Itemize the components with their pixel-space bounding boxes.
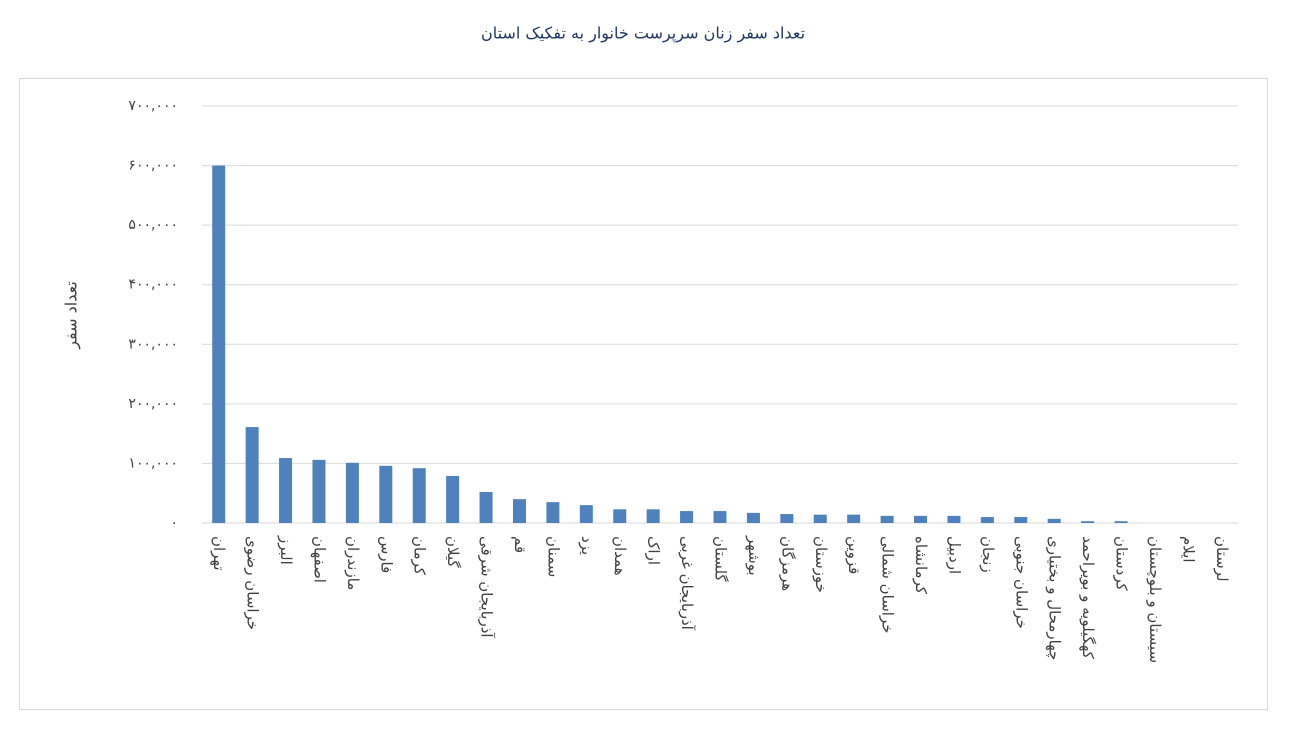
x-tick-label: گلستان — [712, 536, 730, 582]
bar — [680, 511, 694, 523]
x-tick-label: البرز — [277, 535, 295, 565]
bar — [980, 517, 994, 523]
bar — [512, 499, 526, 523]
bar — [780, 514, 794, 523]
y-tick-label: ۲۰۰,۰۰۰ — [128, 396, 178, 412]
x-tick-label: یزد — [578, 536, 596, 555]
y-axis-label: تعداد سفر — [62, 281, 82, 350]
bar — [312, 459, 326, 523]
bar — [546, 502, 560, 523]
x-tick-label: اردبیل — [945, 536, 963, 574]
bar — [813, 514, 827, 523]
x-tick-label: همدان — [611, 536, 629, 576]
x-tick-label: آذربایجان شرقی — [478, 536, 496, 638]
x-tick-label: سمنان — [544, 536, 562, 577]
x-tick-label: چهارمحال و بختیاری — [1046, 536, 1064, 660]
bar — [446, 475, 460, 523]
bar — [1014, 517, 1028, 523]
x-tick-label: هرمزگان — [778, 536, 796, 591]
bar — [1081, 521, 1095, 523]
x-tick-label: ایلام — [1179, 536, 1197, 563]
bar — [713, 511, 727, 523]
x-tick-label: سیستان و بلوچستان — [1146, 536, 1164, 663]
y-tick-label: ۴۰۰,۰۰۰ — [128, 277, 178, 293]
x-tick-label: اراک — [645, 536, 663, 565]
y-tick-label: ۵۰۰,۰۰۰ — [128, 217, 178, 233]
x-tick-label: خوزستان — [812, 536, 830, 593]
bar — [947, 515, 961, 523]
x-tick-label: کرمان — [411, 536, 429, 576]
x-tick-label: مازندران — [344, 536, 362, 590]
bar — [1047, 518, 1061, 523]
x-tick-label: اصفهان — [310, 536, 328, 583]
x-tick-label: کردستان — [1113, 536, 1131, 592]
x-tick-label: خراسان جنوبی — [1012, 536, 1030, 629]
x-tick-label: آذربایجان غربی — [678, 536, 696, 631]
bar — [279, 458, 293, 523]
bar — [212, 165, 226, 524]
bar — [579, 505, 593, 523]
y-tick-label: ۷۰۰,۰۰۰ — [128, 98, 178, 114]
x-tick-label: گیلان — [444, 536, 462, 568]
bar — [646, 509, 660, 523]
x-tick-label: کرمانشاه — [912, 536, 930, 595]
x-tick-label: خراسان شمالی — [879, 536, 897, 634]
x-tick-label: بوشهر — [745, 535, 763, 576]
x-tick-label: قزوین — [845, 536, 863, 574]
bar — [345, 462, 359, 523]
x-tick-label: خراسان رضوی — [244, 536, 262, 630]
x-tick-label: قم — [511, 536, 529, 553]
bar — [914, 515, 928, 523]
chart-frame — [19, 78, 1268, 710]
y-tick-label: ۳۰۰,۰۰۰ — [128, 336, 178, 352]
bar — [1114, 521, 1128, 523]
y-tick-label: ۱۰۰,۰۰۰ — [128, 455, 178, 471]
y-tick-label: ۰ — [170, 515, 178, 531]
x-tick-label: زنجان — [979, 536, 997, 573]
bar — [880, 515, 894, 523]
x-tick-label: فارس — [377, 536, 395, 573]
bar — [847, 514, 861, 523]
bar — [613, 509, 627, 523]
bar — [245, 427, 259, 523]
x-tick-label: لرستان — [1213, 536, 1231, 582]
y-tick-label: ۶۰۰,۰۰۰ — [128, 158, 178, 174]
bar — [479, 492, 493, 523]
bar — [379, 465, 393, 523]
bar — [412, 468, 426, 523]
chart-title: تعداد سفر زنان سرپرست خانوار به تفکیک اس… — [481, 24, 805, 44]
bar — [746, 512, 760, 523]
x-tick-label: کهگیلویه و بویراحمد — [1079, 536, 1097, 660]
x-tick-label: تهران — [210, 536, 228, 571]
